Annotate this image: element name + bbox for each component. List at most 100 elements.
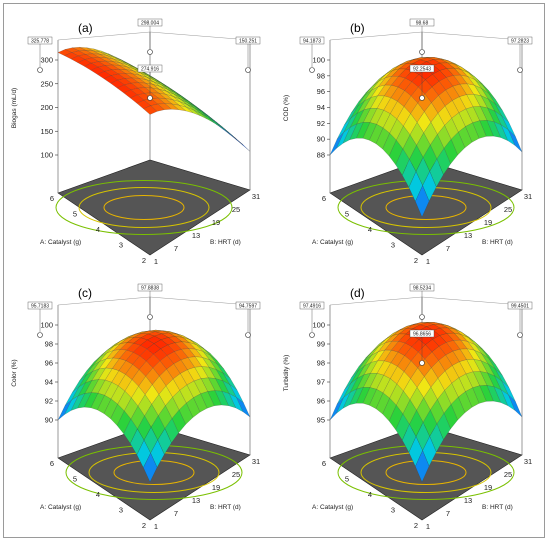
a-tick-label: 5 [345, 475, 349, 484]
design-point [147, 95, 153, 101]
top-edge-left [57, 296, 151, 306]
a-tick-label: 3 [119, 506, 123, 515]
design-point [245, 332, 251, 338]
data-label: 97.2823 [511, 39, 529, 45]
z-tick-label: 150 [40, 127, 53, 136]
a-tick-label: 4 [368, 225, 372, 234]
b-tick-label: 25 [232, 205, 240, 214]
b-tick-label: 31 [252, 457, 260, 466]
top-edge-right [149, 296, 251, 306]
design-point [419, 95, 425, 101]
top-edge-left [329, 31, 423, 41]
floor-contour-1 [103, 195, 185, 220]
a-tick-label: 2 [142, 256, 146, 265]
design-point [309, 332, 315, 338]
surface-patch [415, 450, 430, 483]
top-edge-right [149, 31, 251, 41]
x-axis-title: A: Catalyst (g) [40, 239, 81, 246]
data-label: 97.4916 [303, 304, 321, 310]
y-axis-title: Turbidity (%) [283, 355, 290, 392]
a-tick-label: 3 [391, 241, 395, 250]
data-label: 99.4501 [511, 304, 529, 310]
b-tick-label: 1 [426, 522, 430, 531]
b-axis-title: B: HRT (d) [482, 239, 513, 246]
z-tick-label: 98 [317, 359, 325, 368]
b-tick-label: 19 [484, 218, 492, 227]
z-tick-label: 97 [317, 378, 325, 387]
y-axis-title: Biogas (mL/d) [11, 88, 18, 128]
z-tick-label: 200 [40, 103, 53, 112]
response-surface [329, 57, 523, 218]
z-tick-label: 99 [317, 340, 325, 349]
b-tick-label: 31 [524, 457, 532, 466]
b-tick-label: 31 [524, 192, 532, 201]
data-label: 95.7183 [31, 304, 49, 310]
a-tick-label: 2 [142, 521, 146, 530]
x-axis-title: A: Catalyst (g) [312, 239, 353, 246]
b-tick-label: 7 [174, 509, 178, 518]
z-tick-label: 92 [317, 119, 325, 128]
top-edge-left [329, 296, 423, 306]
b-tick-label: 7 [174, 244, 178, 253]
a-tick-label: 5 [73, 475, 77, 484]
design-point [419, 314, 425, 320]
b-tick-label: 1 [154, 522, 158, 531]
design-point [37, 67, 43, 73]
response-surface [57, 47, 251, 152]
data-label: 98.5234 [413, 286, 431, 292]
design-point [245, 67, 251, 73]
surface-patch [143, 452, 158, 483]
data-label: 150.251 [239, 39, 257, 45]
x-axis-title: A: Catalyst (g) [312, 504, 353, 511]
design-point [419, 360, 425, 366]
a-tick-label: 5 [73, 210, 77, 219]
response-surface [329, 322, 523, 483]
z-tick-label: 96 [317, 397, 325, 406]
b-axis-title: B: HRT (d) [210, 504, 241, 511]
response-surface [57, 329, 251, 483]
data-label: 98.68 [416, 21, 429, 27]
b-tick-label: 7 [446, 244, 450, 253]
design-point [517, 332, 523, 338]
x-axis-title: A: Catalyst (g) [40, 504, 81, 511]
data-label: 92.2543 [413, 67, 431, 73]
z-tick-label: 95 [317, 416, 325, 425]
b-tick-label: 1 [426, 257, 430, 266]
a-tick-label: 4 [96, 225, 100, 234]
a-tick-label: 4 [368, 490, 372, 499]
design-point [147, 314, 153, 320]
z-tick-label: 94 [45, 378, 53, 387]
b-tick-label: 25 [504, 470, 512, 479]
z-tick-label: 90 [45, 416, 53, 425]
panel-label: (b) [350, 21, 365, 35]
design-point [309, 67, 315, 73]
chart-panel-1: 100 150 200 250 300 6 5 4 3 2 1 7 13 19 25 31 A: Catalys… [11, 18, 261, 266]
z-tick-label: 88 [317, 151, 325, 160]
z-tick-label: 98 [317, 71, 325, 80]
floor-contour-2 [78, 187, 210, 228]
surface-patch [207, 117, 222, 128]
b-tick-label: 25 [504, 205, 512, 214]
b-axis-title: B: HRT (d) [482, 504, 513, 511]
z-tick-label: 100 [40, 151, 53, 160]
y-axis-title: Color (%) [11, 359, 18, 386]
design-point [147, 49, 153, 55]
b-tick-label: 25 [232, 470, 240, 479]
data-label: 274.916 [141, 67, 159, 73]
a-tick-label: 3 [119, 241, 123, 250]
a-tick-label: 4 [96, 490, 100, 499]
z-tick-label: 98 [45, 340, 53, 349]
data-label: 94.1873 [303, 39, 321, 45]
z-tick-label: 92 [45, 397, 53, 406]
a-tick-label: 2 [414, 521, 418, 530]
data-label: 97.8838 [141, 286, 159, 292]
b-tick-label: 13 [464, 231, 472, 240]
a-tick-label: 6 [50, 194, 54, 203]
b-tick-label: 13 [192, 496, 200, 505]
b-tick-label: 13 [192, 231, 200, 240]
b-tick-label: 19 [212, 218, 220, 227]
z-tick-label: 300 [40, 56, 53, 65]
data-label: 298.004 [141, 21, 159, 27]
panel-label: (d) [350, 286, 365, 300]
